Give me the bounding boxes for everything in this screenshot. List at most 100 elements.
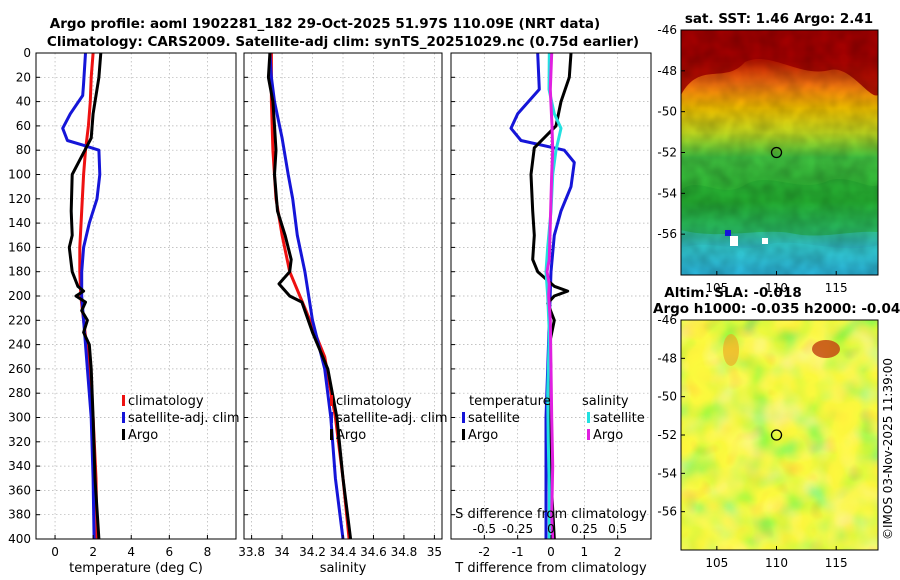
depth-tick-label: 320 [8, 435, 31, 449]
salinity-difference-tick-label: 0.5 [608, 522, 627, 536]
sla_map-argo-position-marker [770, 429, 783, 441]
temperature-xlabel: temperature (deg C) [69, 561, 203, 576]
sst_map-ytick-label: -48 [657, 64, 677, 78]
depth-tick-label: 360 [8, 483, 31, 497]
sla-map [681, 320, 878, 550]
sst_map-ytick-label: -50 [657, 105, 677, 119]
sst_map-ytick-label: -54 [657, 186, 677, 200]
sst_map-ytick-label: -56 [657, 227, 677, 241]
legend-temp-satellite-swatch [462, 412, 465, 423]
salinity-legend-0-label: climatology [336, 394, 412, 409]
legend-sal-argo-swatch [587, 429, 590, 440]
difference-series-salinity-argo [545, 52, 555, 540]
depth-tick-label: 120 [8, 192, 31, 206]
depth-tick-label: 380 [8, 508, 31, 522]
sla-map-axes: 105 110 115 -46 -48 -50 -52 -54 -56 [657, 313, 847, 570]
difference-xtick-label: -2 [478, 545, 490, 559]
temperature-legend-2-label: Argo [128, 428, 158, 443]
sst-cold-pixel [725, 230, 731, 236]
depth-tick-label: 140 [8, 216, 31, 230]
salinity-xtick-label: 34.8 [391, 545, 418, 559]
salinity-xtick-label: 33.8 [238, 545, 265, 559]
salinity-legend-2-label: Argo [336, 428, 366, 443]
depth-tick-label: 80 [16, 143, 31, 157]
difference-xtick-label: 0 [547, 545, 555, 559]
depth-tick-label: 340 [8, 459, 31, 473]
temperature-profile-panel: 0 2 4 6 802040608010012014016018020022024026… [8, 46, 240, 576]
salinity-xtick-label: 34.6 [360, 545, 387, 559]
legend-salinity-title: salinity [582, 394, 629, 409]
temperature-legend-1-label: satellite-adj. clim [128, 411, 240, 426]
depth-tick-label: 400 [8, 532, 31, 546]
temperature-xtick-label: 4 [127, 545, 135, 559]
temperature-legend-0-swatch [122, 395, 125, 406]
salinity-legend-0-swatch [330, 395, 333, 406]
temperature-xtick-label: 2 [89, 545, 97, 559]
salinity-difference-tick-label: -0.5 [473, 522, 496, 536]
sla_map-ytick-label: -56 [657, 505, 677, 519]
depth-tick-label: 60 [16, 119, 31, 133]
sla_map-xtick-label: 115 [825, 556, 848, 570]
sst-map-axes: 105 110 115 -46 -48 -50 -52 -54 -56 [657, 23, 847, 295]
sst_map-ytick-label: -46 [657, 23, 677, 37]
legend-temp-satellite-label: satellite [468, 411, 520, 426]
sst-missing-pixel [730, 236, 738, 246]
sla-map-subtitle: Argo h1000: -0.035 h2000: -0.042 [653, 301, 900, 317]
salinity-xtick-label: 34 [274, 545, 289, 559]
depth-tick-label: 20 [16, 70, 31, 84]
salinity-xtick-label: 34.4 [330, 545, 357, 559]
legend-sal-satellite-label: satellite [593, 411, 645, 426]
salinity-legend-1-swatch [330, 412, 333, 423]
sla_map-xtick-label: 110 [765, 556, 788, 570]
sst-missing-pixel [762, 238, 768, 244]
difference-xlabel: T difference from climatology [454, 561, 647, 576]
sla_map-ytick-label: -54 [657, 466, 677, 480]
temperature-legend-0-label: climatology [128, 394, 204, 409]
legend-sal-satellite-swatch [587, 412, 590, 423]
sla_map-ytick-label: -46 [657, 313, 677, 327]
sla_map-ytick-label: -48 [657, 351, 677, 365]
sla_map-ytick-label: -52 [657, 428, 677, 442]
temperature-legend-1-swatch [122, 412, 125, 423]
depth-tick-label: 160 [8, 240, 31, 254]
sst-map [681, 30, 878, 275]
depth-tick-label: 180 [8, 265, 31, 279]
depth-tick-label: 240 [8, 338, 31, 352]
sla-high-anomaly [812, 340, 840, 358]
depth-tick-label: 0 [23, 46, 31, 60]
legend-temperature-title: temperature [469, 394, 551, 409]
salinity-difference-tick-label: 0.25 [571, 522, 598, 536]
temperature-xtick-label: 8 [204, 545, 212, 559]
depth-tick-label: 300 [8, 411, 31, 425]
imos-watermark: ©IMOS 03-Nov-2025 11:39:00 [881, 358, 895, 540]
sst_map-xtick-label: 105 [705, 281, 728, 295]
legend-temp-argo-swatch [462, 429, 465, 440]
salinity-xtick-label: 35 [427, 545, 442, 559]
temperature-series-argo [67, 52, 103, 540]
sst_map-xtick-label: 115 [825, 281, 848, 295]
temperature-series-satellite-adj-clim [61, 52, 102, 540]
difference-series-salinity-satellite [544, 52, 563, 539]
sst-map-title: sat. SST: 1.46 Argo: 2.41 [685, 11, 873, 27]
salinity-xtick-label: 34.2 [299, 545, 326, 559]
difference-profile-panel: -2 -1 0 1 2 T difference from climatology temp… [450, 52, 652, 576]
sst_map-xtick-label: 110 [765, 281, 788, 295]
sst_map-ytick-label: -52 [657, 146, 677, 160]
depth-tick-label: 220 [8, 313, 31, 327]
depth-tick-label: 260 [8, 362, 31, 376]
depth-tick-label: 280 [8, 386, 31, 400]
legend-temp-argo-label: Argo [468, 428, 498, 443]
sst-texture [681, 30, 878, 275]
sla_map-xtick-label: 105 [705, 556, 728, 570]
salinity-series-argo [266, 52, 353, 540]
salinity-legend-1-label: satellite-adj. clim [336, 411, 448, 426]
sla-map-title: Altim. SLA: -0.018 [664, 285, 801, 301]
salinity-difference-label: S difference from climatology [455, 507, 647, 522]
figure-title-line2: Climatology: CARS2009. Satellite-adj cli… [47, 34, 639, 50]
salinity-legend-2-swatch [330, 429, 333, 440]
difference-xtick-label: 2 [614, 545, 622, 559]
salinity-profile-panel: 33.8 34 34.2 34.4 34.6 34.8 35 salinity climatol… [238, 52, 448, 576]
salinity-xlabel: salinity [320, 561, 367, 576]
depth-tick-label: 200 [8, 289, 31, 303]
